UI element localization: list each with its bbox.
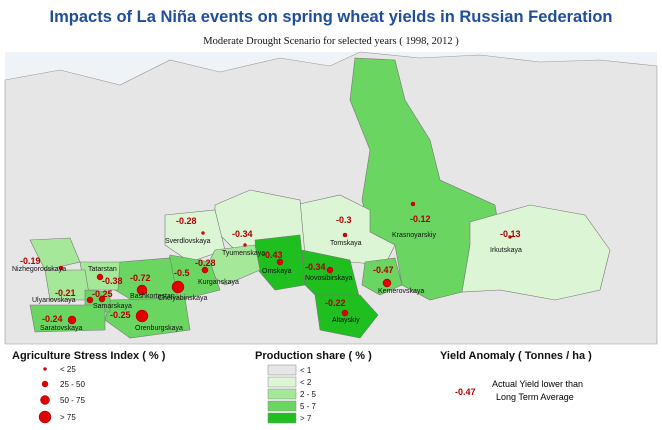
region-name: Tomskaya — [330, 240, 362, 247]
legend-anomaly: Yield Anomaly ( Tonnes / ha ) -0.47 Actu… — [440, 350, 592, 402]
region-names: Nizhegorodskaya Tatarstan Ulyanovskaya S… — [12, 232, 522, 332]
legend-label: 25 - 50 — [60, 380, 85, 389]
anomaly-values: -0.19 -0.38 -0.21 -0.25 -0.24 -0.72 -0.2… — [20, 214, 521, 324]
region-value: -0.21 — [55, 288, 76, 298]
region-value: -0.34 — [305, 262, 326, 272]
region-name: Krasnoyarskiy — [392, 232, 436, 239]
map: Nizhegorodskaya Tatarstan Ulyanovskaya S… — [4, 51, 658, 345]
legend-label: < 1 — [300, 366, 312, 375]
legend-label: < 2 — [300, 378, 312, 387]
legend-label: 2 - 5 — [300, 390, 317, 399]
region-value: -0.43 — [262, 250, 283, 260]
legend-label: 50 - 75 — [60, 396, 85, 405]
legend-label: > 75 — [60, 413, 76, 422]
regions — [29, 57, 611, 339]
region-name: Altayskiy — [332, 317, 360, 324]
legend-text: Long Term Average — [496, 392, 574, 402]
region-name: Bashkortostan — [130, 293, 175, 300]
title: Impacts of La Niña events on spring whea… — [50, 8, 613, 26]
region-value: -0.22 — [325, 298, 346, 308]
stress-dots — [58, 201, 512, 325]
legend-title: Production share ( % ) — [255, 350, 372, 362]
legend-label: < 25 — [60, 365, 76, 374]
region-name: Ulyanovskaya — [32, 297, 76, 304]
region-value: -0.25 — [92, 289, 113, 299]
region-value: -0.28 — [176, 216, 197, 226]
region-value: -0.24 — [42, 314, 63, 324]
region-name: Nizhegorodskaya — [12, 266, 66, 273]
region-value: -0.19 — [20, 256, 41, 266]
region-name: Sverdlovskaya — [165, 238, 211, 245]
region-value: -0.12 — [410, 214, 431, 224]
region-value: -0.34 — [232, 229, 253, 239]
region-name: Kurganskaya — [198, 279, 239, 286]
legend-label: 5 - 7 — [300, 402, 317, 411]
region-name: Orenburgskaya — [135, 325, 183, 332]
region-name: Tyumenskaya — [222, 250, 265, 257]
region-name: Kemerovskaya — [378, 288, 424, 295]
legend-title: Yield Anomaly ( Tonnes / ha ) — [440, 350, 592, 362]
region-value: -0.25 — [110, 310, 131, 320]
region-value: -0.72 — [130, 273, 151, 283]
region-value: -0.5 — [174, 268, 190, 278]
region-name: Chelyabinskaya — [158, 295, 208, 302]
legend-production: Production share ( % ) < 1 < 2 2 - 5 5 -… — [255, 350, 372, 424]
legend-title: Agriculture Stress Index ( % ) — [12, 350, 166, 362]
legend-text: Actual Yield lower than — [492, 379, 583, 389]
region-value: -0.13 — [500, 229, 521, 239]
region-value: -0.47 — [373, 265, 394, 275]
legend-stress: Agriculture Stress Index ( % ) < 25 25 -… — [12, 350, 166, 424]
subtitle: Moderate Drought Scenario for selected y… — [203, 36, 459, 47]
region-name: Saratovskaya — [40, 325, 83, 332]
region-value: -0.3 — [336, 215, 352, 225]
region-value: -0.28 — [195, 258, 216, 268]
region-name: Irkutskaya — [490, 247, 522, 254]
region-value: -0.38 — [102, 276, 123, 286]
region-name: Tatarstan — [88, 266, 117, 273]
legend-label: > 7 — [300, 414, 312, 423]
legend-example: -0.47 — [455, 387, 476, 397]
region-name: Novosibirskaya — [305, 275, 353, 282]
region-name: Samarskaya — [93, 303, 132, 310]
region-name: Omskaya — [262, 268, 292, 275]
